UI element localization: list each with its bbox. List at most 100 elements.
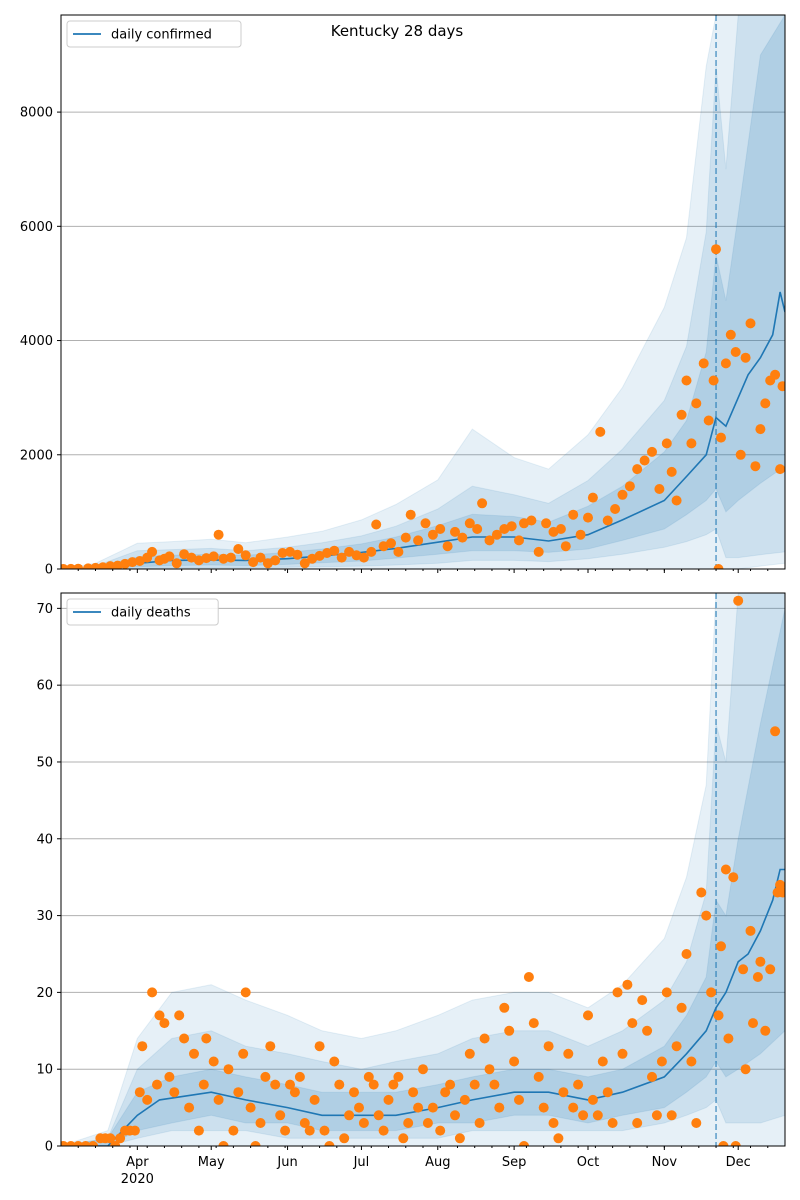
observed-point [189, 1048, 199, 1059]
observed-point [147, 546, 158, 557]
observed-point [201, 1033, 212, 1044]
observed-point [134, 1087, 145, 1098]
observed-point [378, 1125, 389, 1136]
observed-point [245, 1102, 256, 1113]
observed-point [642, 1025, 653, 1036]
observed-point [509, 1056, 520, 1067]
observed-point [587, 1094, 598, 1105]
y-tick-label: 8000 [20, 106, 53, 121]
observed-point [344, 1110, 355, 1121]
observed-point [329, 545, 340, 556]
observed-point [299, 558, 310, 569]
observed-point [661, 438, 672, 449]
observed-point [440, 1087, 451, 1098]
observed-point [725, 329, 736, 340]
observed-point [435, 524, 446, 534]
observed-point [294, 1071, 305, 1082]
observed-point [533, 1071, 544, 1082]
observed-point [445, 1079, 456, 1090]
observed-point [373, 1110, 384, 1121]
observed-point [499, 1002, 510, 1013]
observed-point [277, 548, 288, 558]
observed-point [292, 549, 303, 560]
observed-point [730, 347, 741, 357]
observed-point [770, 369, 781, 380]
observed-point [336, 552, 347, 563]
observed-point [358, 1118, 369, 1128]
observed-point [309, 1094, 320, 1105]
observed-point [541, 518, 552, 529]
observed-point [174, 1010, 185, 1021]
observed-point [610, 504, 621, 514]
observed-point [617, 1048, 628, 1059]
observed-point [208, 551, 219, 562]
observed-point [632, 464, 643, 475]
observed-point [393, 1071, 404, 1082]
observed-point [706, 987, 717, 998]
observed-point [164, 551, 175, 562]
observed-point [459, 1094, 470, 1105]
observed-point [427, 529, 438, 540]
observed-point [371, 519, 382, 530]
observed-point [413, 535, 424, 546]
observed-point [713, 564, 724, 569]
y-tick-label: 0 [45, 1140, 53, 1155]
observed-point [403, 1118, 414, 1128]
observed-point [454, 1133, 465, 1144]
y-tick-label: 6000 [20, 220, 53, 235]
observed-point [514, 1094, 524, 1105]
observed-point [329, 1056, 340, 1067]
confirmed-panel: 0 2000 4000 6000 8000 daily confirmed [20, 14, 786, 578]
observed-point [413, 1102, 424, 1113]
observed-point [775, 464, 785, 475]
observed-point [573, 1079, 584, 1090]
observed-point [386, 538, 396, 549]
observed-point [661, 987, 672, 998]
observed-point [656, 1056, 667, 1067]
observed-point [129, 1125, 140, 1136]
observed-point [299, 1118, 310, 1128]
observed-point [755, 956, 766, 967]
observed-point [752, 972, 763, 982]
x-tick-label: Oct [577, 1155, 599, 1170]
y-tick-label: 50 [36, 755, 53, 770]
observed-point [696, 887, 707, 898]
observed-point [671, 495, 682, 506]
observed-point [250, 1141, 261, 1146]
observed-point [233, 544, 244, 554]
observed-point [698, 358, 709, 369]
observed-point [686, 1056, 697, 1067]
observed-point [193, 1125, 204, 1136]
observed-point [304, 1125, 315, 1136]
observed-point [213, 1094, 224, 1105]
observed-point [477, 498, 488, 509]
observed-point [169, 1087, 180, 1098]
y-tick-label: 60 [36, 679, 53, 694]
y-tick-label: 30 [36, 909, 53, 924]
observed-point [681, 949, 692, 959]
observed-point [270, 1079, 281, 1090]
observed-point [491, 529, 502, 540]
observed-point [289, 1087, 300, 1098]
observed-point [728, 872, 739, 883]
observed-point [720, 358, 731, 369]
observed-point [745, 318, 756, 329]
y-tick-label: 10 [36, 1063, 53, 1078]
observed-point [691, 398, 702, 409]
observed-point [127, 557, 138, 568]
observed-point [592, 1110, 603, 1121]
observed-point [587, 492, 598, 503]
observed-point [602, 1087, 613, 1098]
observed-point [738, 964, 749, 975]
observed-point [563, 1048, 574, 1059]
observed-point [319, 1125, 330, 1136]
observed-point [755, 424, 766, 435]
legend-label: daily deaths [111, 606, 191, 621]
model-median-line [61, 868, 785, 1146]
observed-point [578, 1110, 589, 1121]
observed-point [708, 375, 719, 386]
observed-point [526, 515, 537, 526]
observed-point [147, 987, 158, 998]
band-95-band [61, 593, 785, 1146]
